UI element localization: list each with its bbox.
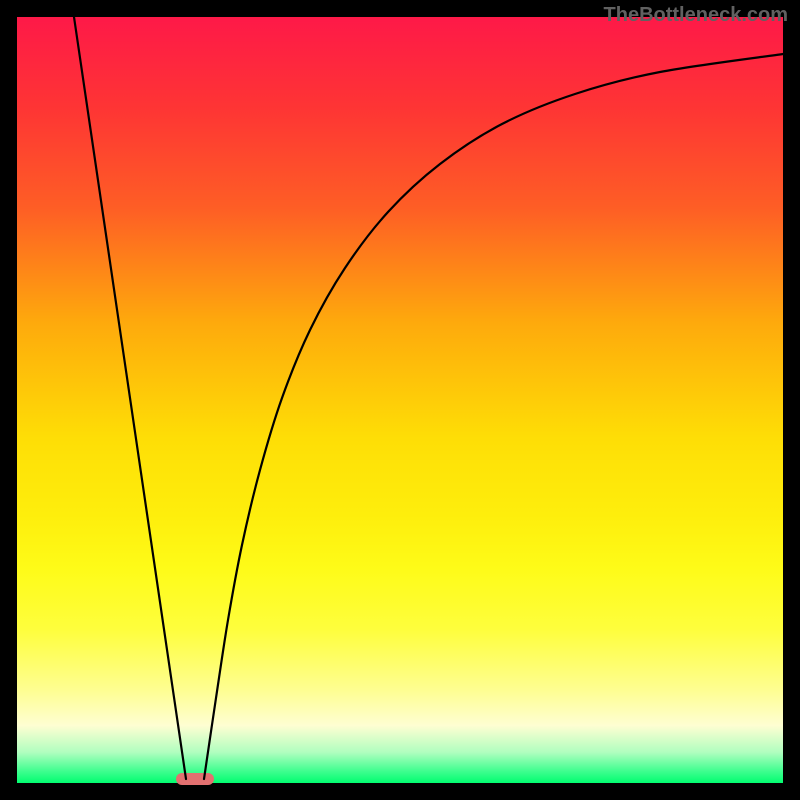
bottleneck-chart [0,0,800,800]
chart-container: TheBottleneck.com [0,0,800,800]
optimal-marker [176,773,214,785]
plot-area [17,17,783,783]
watermark-text: TheBottleneck.com [604,4,788,27]
